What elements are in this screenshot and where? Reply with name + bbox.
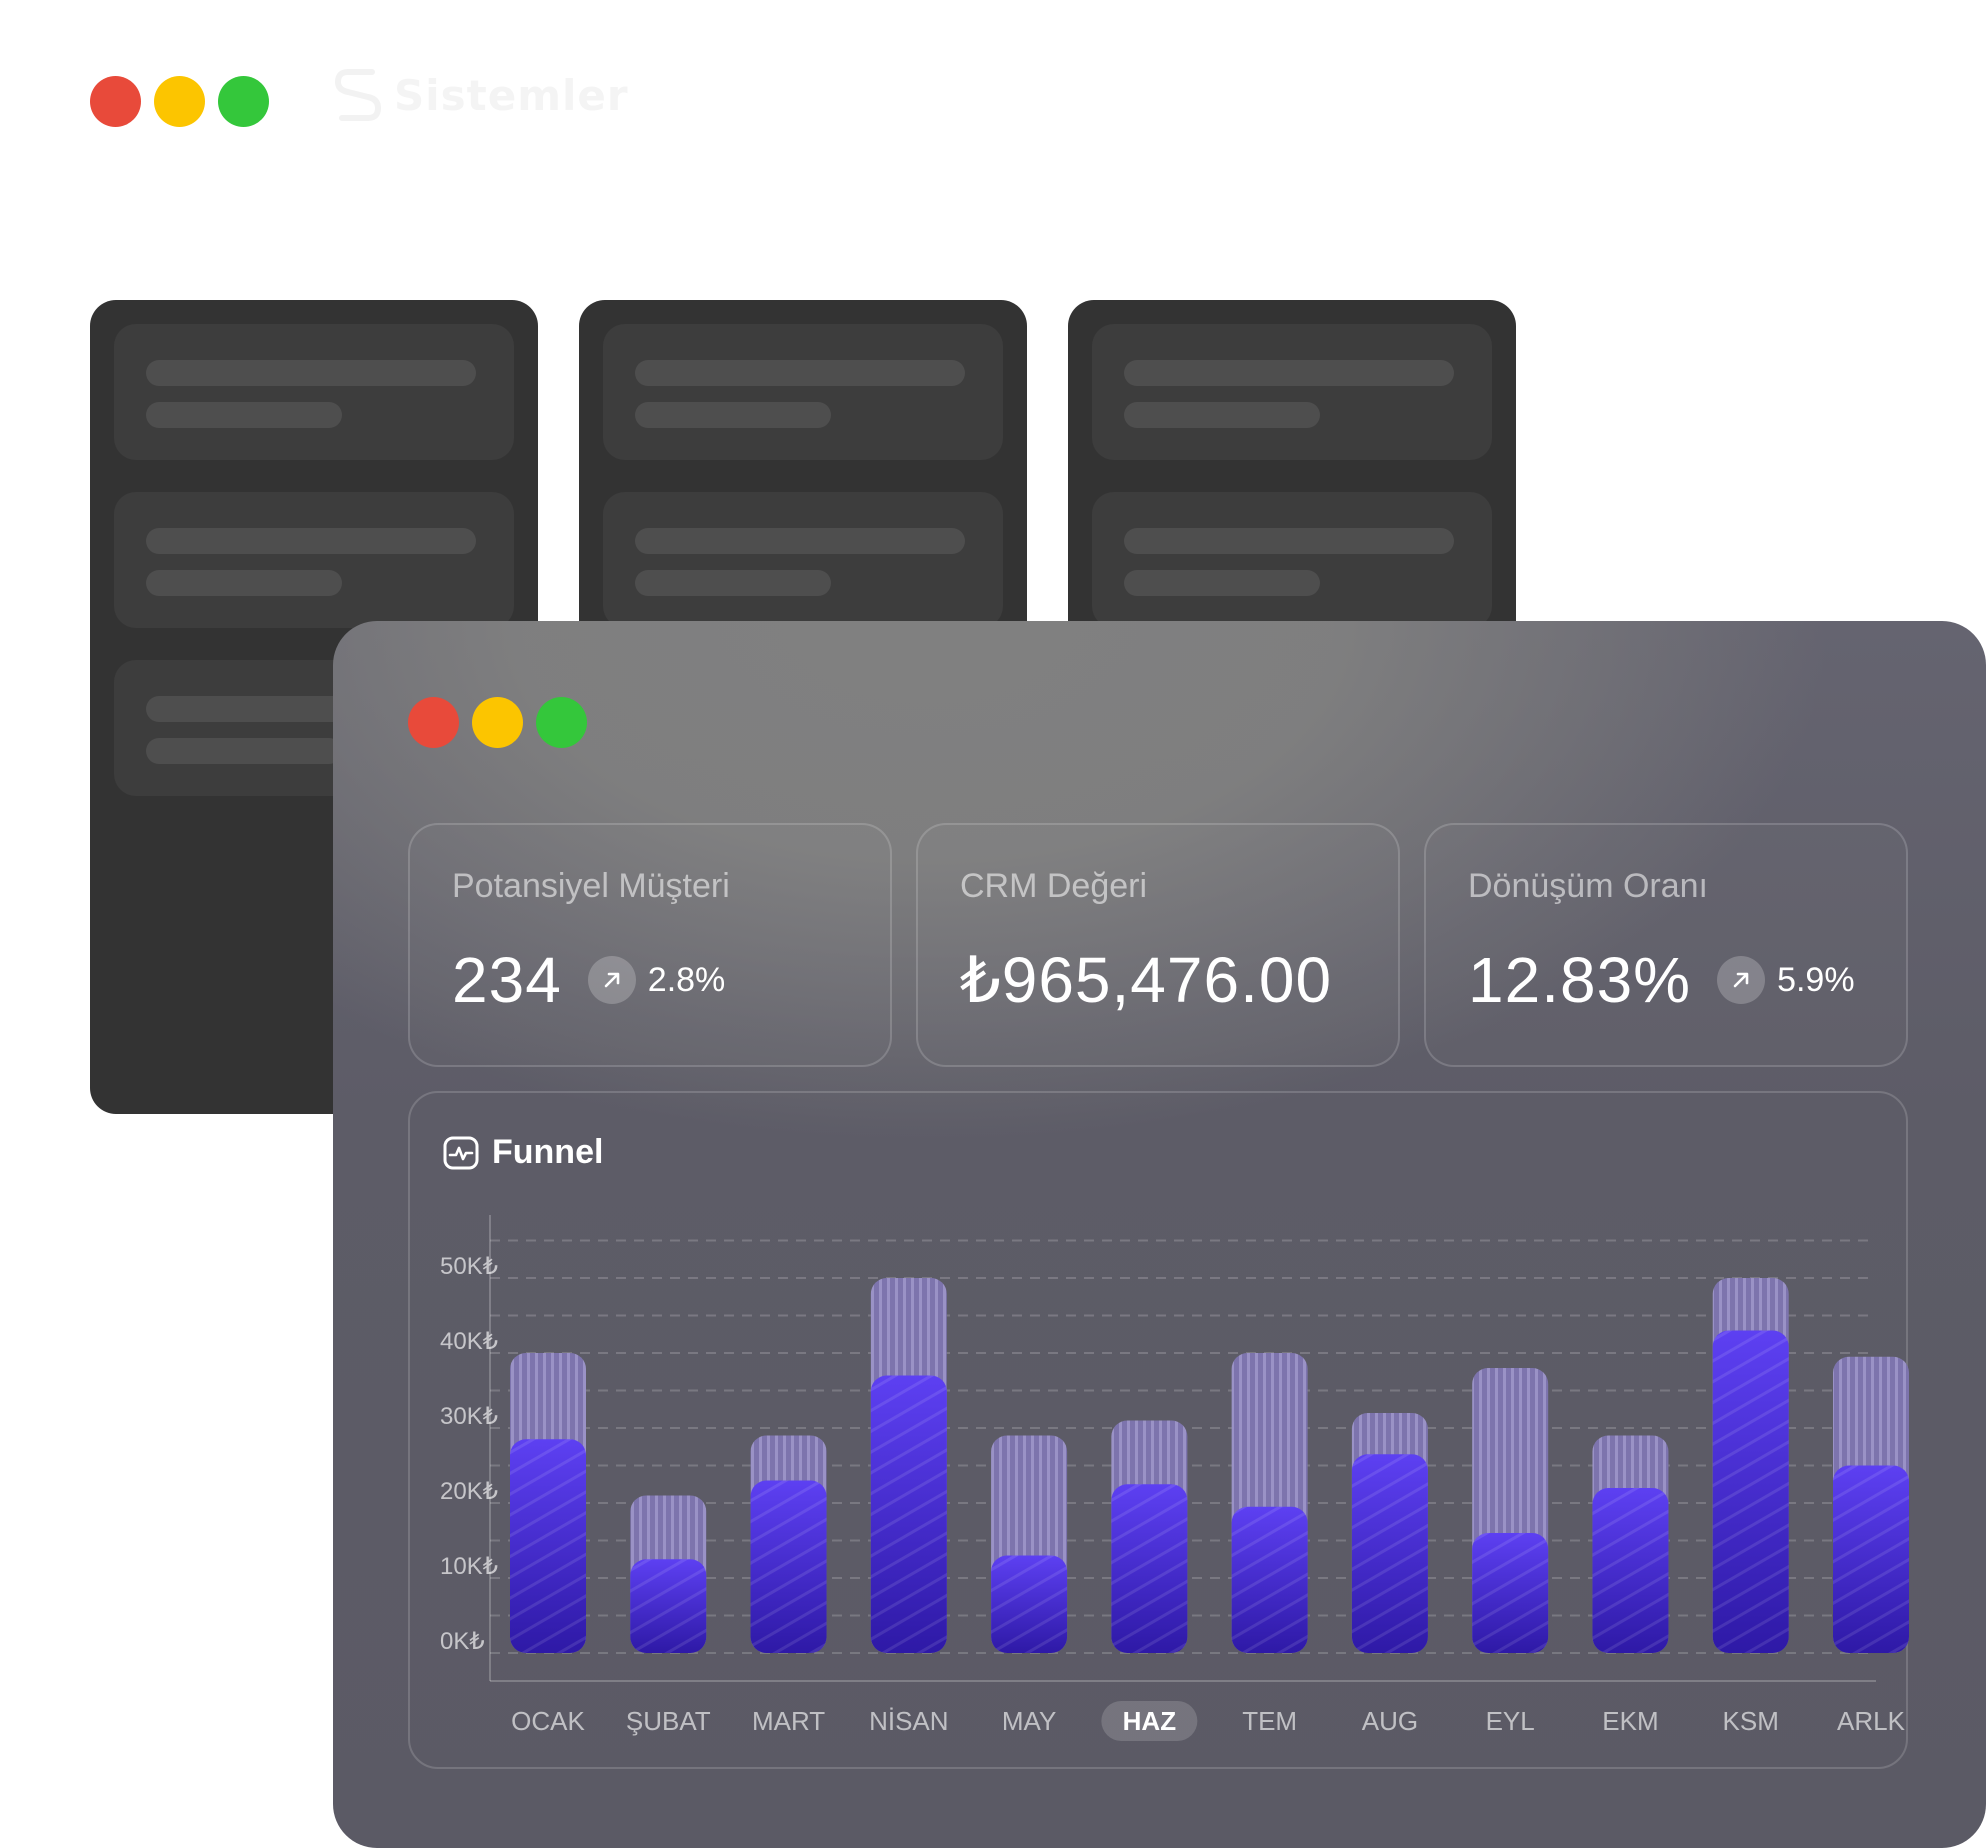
bar-group-aug[interactable] [1351,1413,1428,1653]
kpi-value: 12.83% [1468,944,1692,1016]
x-tick-label[interactable]: TEM [1242,1706,1297,1736]
bar-value-texture [1472,1533,1549,1653]
x-tick-label[interactable]: ŞUBAT [626,1706,711,1736]
kpi-value: 234 [452,944,562,1016]
bar-value-texture [1833,1465,1909,1653]
bar-value-texture [1231,1506,1308,1653]
kpi-card-conversion[interactable]: Dönüşüm Oranı 12.83% 5.9% [1424,823,1908,1067]
y-tick-label: 10K₺ [440,1553,498,1580]
funnel-chart-card: Funnel 0K₺ 10K₺ 20K₺ 30K₺ 40K₺ 50K₺ OCAK ŞUBAT [408,1091,1909,1769]
bar-group-ni̇san[interactable] [870,1278,947,1653]
kpi-label: CRM Değeri [960,867,1148,905]
maximize-window-dot[interactable] [536,697,587,748]
brand-name: Sistemler [394,70,629,120]
bar-group-tem[interactable] [1231,1353,1308,1653]
brand-logo: Sistemler [332,64,629,126]
bar-group-may[interactable] [991,1435,1068,1654]
x-tick-label[interactable]: ARLK [1837,1706,1906,1736]
kpi-trend: 5.9% [1777,960,1855,999]
chart-title: Funnel [492,1133,604,1171]
bar-value-texture [1351,1454,1428,1653]
kpi-trend: 2.8% [647,960,726,999]
arrow-up-right-icon [1717,956,1766,1004]
kpi-label: Potansiyel Müşteri [452,867,730,905]
activity-icon [443,1136,479,1169]
dashboard-window: Potansiyel Müşteri 234 2.8% CRM Değeri ₺… [333,621,1986,1848]
y-tick-label: 20K₺ [440,1478,498,1505]
funnel-bar-chart: 0K₺ 10K₺ 20K₺ 30K₺ 40K₺ 50K₺ OCAK ŞUBAT MART NİS… [440,1215,1909,1741]
bar-group-şubat[interactable] [630,1495,707,1654]
x-tick-label[interactable]: MART [752,1706,825,1736]
s-logo-icon [334,69,382,121]
bar-value-texture [510,1439,586,1653]
y-tick-label: 30K₺ [440,1403,498,1430]
bar-value-texture [630,1559,707,1653]
bar-group-eyl[interactable] [1472,1368,1549,1653]
bar-group-mart[interactable] [750,1435,827,1654]
bar-value-texture [1592,1488,1669,1653]
placeholder-card [1092,324,1492,460]
y-tick-label: 50K₺ [440,1253,498,1280]
bar-value-texture [750,1480,827,1653]
kpi-card-leads[interactable]: Potansiyel Müşteri 234 2.8% [408,823,892,1067]
x-tick-label[interactable]: KSM [1723,1706,1779,1736]
x-tick-label[interactable]: HAZ [1123,1706,1177,1736]
maximize-window-dot[interactable] [218,76,269,127]
bar-value-texture [870,1375,947,1653]
x-tick-label[interactable]: EKM [1602,1706,1658,1736]
y-tick-label: 0K₺ [440,1628,485,1655]
bar-group-arlk[interactable] [1833,1356,1909,1653]
bar-group-haz[interactable] [1111,1420,1188,1654]
x-tick-label[interactable]: MAY [1002,1706,1056,1736]
selected-month-pill [1101,1701,1198,1741]
y-tick-label: 40K₺ [440,1328,498,1355]
placeholder-card [603,324,1003,460]
x-tick-label[interactable]: EYL [1486,1706,1535,1736]
bar-value-texture [991,1555,1068,1653]
bar-value-texture [1712,1330,1789,1653]
placeholder-card [1092,492,1492,628]
kpi-value: ₺965,476.00 [960,944,1333,1016]
chart-header: Funnel [442,1133,603,1172]
placeholder-card [114,492,514,628]
x-tick-label[interactable]: AUG [1362,1706,1418,1736]
bar-group-ekm[interactable] [1592,1435,1669,1654]
kpi-card-crm-value[interactable]: CRM Değeri ₺965,476.00 [916,823,1400,1067]
x-tick-label[interactable]: OCAK [511,1706,585,1736]
bar-group-ksm[interactable] [1712,1278,1789,1653]
minimize-window-dot[interactable] [154,76,205,127]
kpi-label: Dönüşüm Oranı [1468,867,1708,905]
bar-group-ocak[interactable] [510,1353,586,1653]
arrow-up-right-icon [587,956,636,1004]
bar-value-texture [1111,1484,1188,1653]
placeholder-card [603,492,1003,628]
close-window-dot[interactable] [408,697,459,748]
x-tick-label[interactable]: NİSAN [869,1706,948,1736]
close-window-dot[interactable] [90,76,141,127]
placeholder-card [114,324,514,460]
minimize-window-dot[interactable] [472,697,523,748]
